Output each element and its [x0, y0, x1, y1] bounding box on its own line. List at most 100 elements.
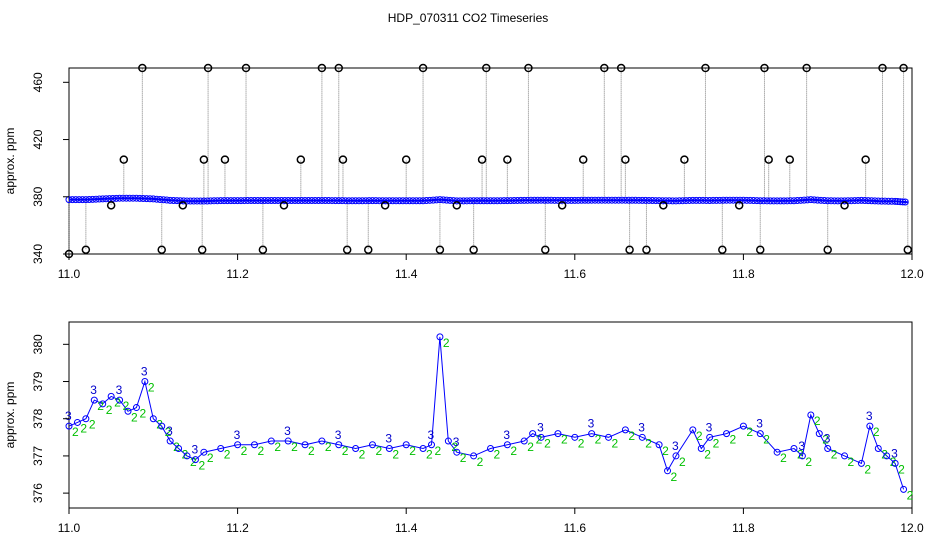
bottom-series-point: [815, 430, 823, 438]
bottom-label-2: 2: [182, 447, 189, 461]
bottom-series-point: [250, 441, 258, 449]
top-series-point: [304, 196, 312, 204]
top-series-point: [520, 196, 528, 204]
top-series-point: [75, 196, 83, 204]
top-series-point: [328, 197, 336, 205]
top-outlier-point: [477, 155, 487, 164]
top-series-point: [658, 197, 666, 205]
top-outlier-point: [701, 63, 710, 73]
top-outlier-point: [616, 63, 626, 73]
top-outlier-point: [241, 63, 251, 73]
bottom-series-point: [697, 444, 705, 452]
bottom-label-3: 3: [234, 428, 241, 442]
top-series-point: [797, 196, 805, 204]
top-series-point: [702, 196, 710, 204]
bottom-series-point: [436, 333, 444, 341]
top-outlier-point: [899, 63, 908, 73]
top-outlier-point: [823, 245, 832, 254]
top-series-point: [368, 197, 376, 205]
top-series-point: [608, 196, 616, 204]
top-outlier-point: [524, 63, 533, 73]
bottom-series-point: [807, 411, 815, 419]
bottom-series-point: [301, 441, 309, 449]
bottom-label-2: 2: [746, 425, 753, 439]
bottom-label-2: 2: [730, 433, 737, 447]
bottom-label-2: 2: [848, 455, 855, 469]
top-series-point: [480, 197, 488, 205]
bottom-series-point: [158, 422, 166, 430]
top-outlier-point: [541, 245, 550, 254]
top-y-axis: 340 380 420 460: [31, 72, 69, 264]
top-outlier-point: [625, 245, 634, 254]
y-tick-label: 380: [31, 334, 45, 354]
top-series-point: [294, 196, 302, 204]
top-series-point: [760, 197, 768, 205]
bottom-series-point: [790, 444, 798, 452]
top-series-point: [756, 197, 764, 205]
top-series-point: [743, 196, 751, 204]
top-series-point: [814, 196, 822, 204]
top-series-point: [864, 197, 872, 205]
y-tick-label: 376: [31, 483, 45, 503]
top-series-point: [591, 196, 599, 204]
bottom-label-2: 2: [224, 447, 231, 461]
top-series-point: [878, 197, 886, 205]
bottom-series-point: [857, 459, 865, 467]
top-series-point: [352, 197, 360, 205]
top-series-point: [315, 196, 323, 204]
top-series-point: [574, 196, 582, 204]
bottom-series-point: [453, 448, 461, 456]
top-outlier-point: [296, 155, 306, 164]
x-tick-label: 11.4: [395, 521, 418, 535]
top-series-point: [197, 197, 205, 205]
top-series-point: [682, 197, 690, 205]
x-tick-label: 11.2: [226, 521, 249, 535]
top-outlier-point: [642, 245, 651, 254]
top-series-point: [186, 197, 194, 205]
top-series-point: [810, 196, 818, 204]
top-series-point: [311, 196, 319, 204]
top-series-point: [584, 196, 592, 204]
top-series-point: [342, 197, 350, 205]
top-series-point: [395, 197, 403, 205]
top-series-point: [868, 197, 876, 205]
bottom-series-point: [537, 433, 545, 441]
top-outlier-point: [600, 63, 609, 73]
top-series-point: [250, 196, 258, 204]
top-series-point: [824, 197, 832, 205]
top-panel: approx. ppm 11.0 11.2 11.4 11.6 11.8 12.0 340…: [3, 63, 924, 281]
bottom-label-2: 2: [527, 440, 534, 454]
bottom-label-2: 2: [156, 418, 163, 432]
top-series-point: [139, 194, 147, 202]
bottom-label-3: 3: [503, 428, 510, 442]
top-series-point: [166, 196, 174, 204]
top-series-point: [335, 197, 343, 205]
top-series-point: [402, 197, 410, 205]
bottom-series-point: [267, 437, 275, 445]
bottom-label-2: 2: [679, 455, 686, 469]
top-series-point: [861, 196, 869, 204]
top-series-point: [899, 198, 907, 206]
top-raw-trace-layer: [68, 68, 909, 254]
top-series-point: [534, 196, 542, 204]
top-series-point: [557, 196, 565, 204]
top-series-point: [463, 197, 471, 205]
bottom-series-point: [883, 452, 891, 460]
bottom-label-2: 2: [198, 459, 205, 473]
bottom-label-2: 2: [165, 425, 172, 439]
top-series-point: [642, 196, 650, 204]
top-outlier-point: [418, 63, 428, 73]
bottom-label-3: 3: [756, 417, 763, 431]
bottom-label-2: 2: [890, 455, 897, 469]
bottom-series-point: [723, 430, 731, 438]
top-series-point: [770, 197, 778, 205]
top-series-point: [345, 197, 353, 205]
top-series-point: [625, 196, 633, 204]
top-series-point: [99, 195, 107, 203]
top-outlier-point: [756, 245, 765, 254]
top-series-point: [773, 197, 781, 205]
top-series-point: [298, 196, 306, 204]
top-series-point: [429, 196, 437, 204]
top-series-point: [318, 196, 326, 204]
